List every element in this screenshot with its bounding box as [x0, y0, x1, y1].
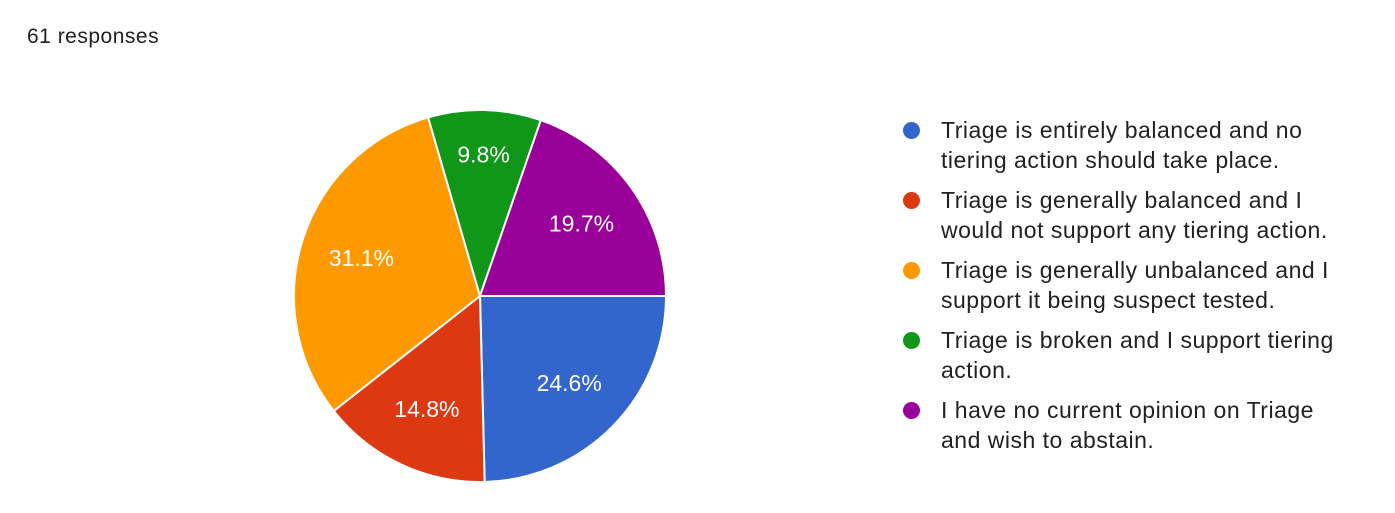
legend-label: I have no current opinion on Triage and … [941, 397, 1314, 453]
legend-color-dot [903, 401, 920, 419]
legend-label: Triage is broken and I support tiering a… [941, 327, 1334, 383]
chart-legend: Triage is entirely balanced and no tieri… [903, 115, 1341, 465]
legend-label: Triage is generally balanced and I would… [941, 187, 1328, 243]
slice-percent-label: 19.7% [549, 211, 614, 237]
legend-item-4: Triage is broken and I support tiering a… [903, 325, 1341, 385]
legend-color-dot [903, 121, 920, 139]
legend-item-5: I have no current opinion on Triage and … [903, 395, 1341, 455]
legend-color-dot [903, 261, 920, 279]
pie-slice-5[interactable] [479, 119, 667, 297]
legend-color-dot [903, 191, 920, 209]
responses-count: 61 responses [27, 25, 160, 48]
slice-percent-label: 31.1% [329, 245, 394, 271]
legend-item-1: Triage is entirely balanced and no tieri… [903, 115, 1341, 175]
legend-item-2: Triage is generally balanced and I would… [903, 185, 1341, 245]
legend-color-dot [903, 331, 920, 349]
pie-chart: 24.6% 14.8% 31.1% 9.8% 19.7% [293, 109, 667, 483]
pie-slice-3[interactable] [293, 116, 481, 412]
pie-slice-1[interactable] [479, 295, 667, 483]
legend-item-3: Triage is generally unbalanced and I sup… [903, 255, 1341, 315]
legend-label: Triage is generally unbalanced and I sup… [941, 257, 1329, 313]
pie-slice-2[interactable] [332, 295, 486, 483]
slice-percent-label: 14.8% [394, 396, 459, 422]
pie-slice-4[interactable] [427, 109, 542, 297]
legend-label: Triage is entirely balanced and no tieri… [941, 117, 1303, 173]
slice-percent-label: 24.6% [537, 370, 602, 396]
slice-percent-label: 9.8% [457, 142, 509, 168]
